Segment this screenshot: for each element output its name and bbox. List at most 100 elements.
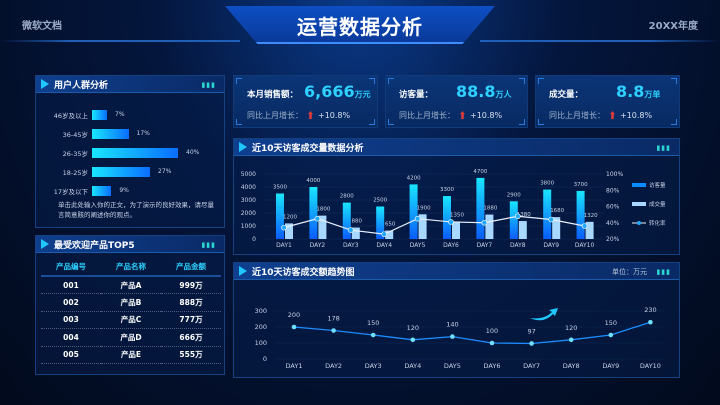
visitor-bar [543, 189, 552, 239]
data-point [410, 337, 416, 343]
top5-table: 产品编号 产品名称 产品金额 001 产品A 999万 002 产品B 888万 003 产品C 7… [41, 258, 221, 364]
age-label: 26-35岁 [62, 150, 88, 158]
y2-tick-label: 20% [606, 236, 620, 243]
growth-label: 同比上月增长： [247, 111, 303, 120]
kpi-label: 成交量： [549, 90, 584, 100]
x-tick-label: DAY1 [276, 242, 292, 249]
kpi-growth: 同比上月增长： +10.8% [549, 110, 652, 121]
legend-swatch [632, 183, 646, 187]
kpi-number: 6,666 [304, 82, 355, 101]
rate-point [281, 224, 287, 231]
table-cell: 001 [41, 276, 101, 294]
rate-point [514, 213, 521, 220]
menu-dots-icon[interactable]: ▮▮▮ [656, 144, 671, 152]
kpi-label: 访客量： [399, 90, 434, 100]
data-label: 3300 [440, 187, 454, 193]
x-tick-label: DAY4 [404, 362, 421, 370]
kpi-unit: 万元 [354, 90, 371, 99]
age-value: 40% [186, 149, 200, 156]
data-label: 4200 [407, 175, 421, 181]
age-row: 46岁及以上 7% [36, 110, 226, 120]
data-label: 3800 [540, 181, 554, 187]
data-point [568, 337, 574, 343]
menu-dots-icon[interactable]: ▮▮▮ [201, 241, 216, 249]
rate-point [314, 215, 321, 222]
age-bar [92, 148, 178, 158]
x-tick-label: DAY9 [602, 362, 619, 370]
deal-bar [485, 214, 494, 239]
arrow-up-icon [610, 111, 615, 119]
age-panel: 用户人群分析 ▮▮▮ 46岁及以上 7% 36-45岁 17% 26-35岁 40% 18-2… [35, 75, 225, 228]
y-tick-label: 2000 [241, 210, 256, 217]
data-label: 2500 [373, 198, 387, 204]
data-label: 4000 [306, 178, 320, 184]
x-tick-label: DAY4 [376, 242, 392, 249]
y-tick-label: 0 [252, 236, 256, 243]
data-label: 1380 [517, 212, 531, 218]
data-point [450, 334, 455, 339]
kpi-growth: 同比上月增长： +10.8% [247, 110, 350, 121]
panel-header: 用户人群分析 ▮▮▮ [36, 76, 224, 93]
data-label: 178 [327, 315, 339, 323]
legend-label: 成交量 [649, 200, 666, 208]
table-row[interactable]: 002 产品B 888万 [41, 293, 221, 312]
menu-dots-icon[interactable]: ▮▮▮ [656, 268, 671, 276]
column-header: 产品编号 [41, 258, 101, 277]
table-cell: 005 [41, 346, 101, 364]
kpi-value: 8.8万单 [616, 82, 660, 101]
visitor-bar [443, 196, 451, 239]
menu-dots-icon[interactable]: ▮▮▮ [201, 81, 216, 89]
y-tick-label: 200 [255, 323, 267, 331]
rate-point [548, 216, 555, 223]
visitor-bar [276, 193, 284, 239]
data-label: 97 [527, 327, 535, 335]
age-row: 17岁及以下 9% [36, 186, 226, 196]
header-left-text: 微软文档 [22, 21, 62, 32]
table-row[interactable]: 001 产品A 999万 [41, 276, 221, 294]
table-row[interactable]: 003 产品C 777万 [41, 311, 221, 329]
column-header: 产品金额 [161, 258, 221, 277]
table-cell: 产品E [101, 346, 161, 364]
x-tick-label: DAY6 [443, 242, 459, 249]
play-arrow-icon [239, 266, 247, 276]
y2-tick-label: 40% [606, 220, 620, 227]
age-label: 18-25岁 [62, 169, 88, 177]
title-plate [225, 6, 495, 44]
y2-tick-label: 60% [606, 204, 620, 211]
age-bar [92, 129, 129, 139]
data-label: 200 [288, 311, 300, 319]
kpi-value: 88.8万人 [456, 82, 511, 101]
data-point [608, 332, 614, 338]
data-label: 1900 [417, 205, 431, 211]
x-tick-label: DAY2 [310, 242, 326, 249]
data-label: 1350 [450, 212, 464, 218]
arrow-up-icon [460, 111, 465, 119]
data-label: 3500 [273, 185, 287, 191]
note-text: 单击此处输入你的正文，为了演示的良好效果，请尽量言简意赅的阐述你的观点。 [58, 201, 214, 219]
panel-header: 最受欢迎产品TOP5 ▮▮▮ [36, 236, 224, 253]
panel-title: 最受欢迎产品TOP5 [54, 241, 135, 251]
table-cell: 777万 [161, 311, 221, 329]
header-divider [480, 40, 720, 42]
growth-value: +10.8% [470, 111, 503, 120]
table-cell: 004 [41, 328, 101, 347]
data-label: 1320 [584, 213, 598, 219]
line-chart: 0 100 200 300 200 DAY1 178 DAY2 150 DAY3 120 DAY4 14… [255, 306, 664, 370]
age-label: 46岁及以上 [53, 112, 88, 120]
y-tick-label: 1000 [241, 223, 256, 230]
data-label: 650 [385, 222, 396, 228]
table-row[interactable]: 005 产品E 555万 [41, 346, 221, 364]
data-label: 1880 [483, 206, 497, 212]
x-tick-label: DAY3 [365, 362, 382, 370]
play-arrow-icon [41, 239, 49, 249]
age-label: 36-45岁 [62, 131, 88, 139]
visitor-bar [509, 201, 518, 239]
table-cell: 555万 [161, 346, 221, 364]
panel-header: 近10天访客成交额趋势图 单位：万元 ▮▮▮ [234, 263, 679, 280]
data-point [489, 340, 495, 346]
amount-line [293, 321, 651, 345]
table-cell: 产品D [101, 328, 161, 347]
table-row[interactable]: 004 产品D 666万 [41, 328, 221, 347]
y-tick-label: 3000 [241, 197, 256, 204]
visitor-bar [409, 184, 418, 239]
